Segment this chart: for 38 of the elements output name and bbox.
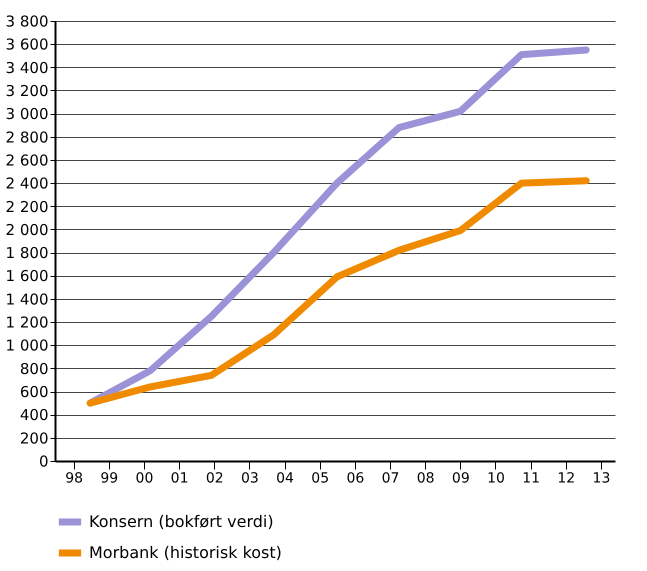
y-tick-label: 1 600 — [6, 267, 48, 286]
legend-label: Morbank (historisk kost) — [89, 543, 282, 562]
y-tick-label: 2 600 — [6, 151, 48, 170]
y-tick-label: 2 800 — [6, 128, 48, 146]
x-tick-label: 03 — [240, 470, 259, 486]
x-tick-label: 10 — [487, 470, 505, 486]
y-tick-label: 400 — [20, 406, 48, 424]
y-tick-label: 800 — [20, 360, 48, 378]
x-tick-label: 09 — [452, 470, 470, 486]
y-tick-label: 1 800 — [6, 244, 48, 262]
y-tick-label: 1 000 — [6, 336, 48, 355]
x-tick-label: 98 — [65, 470, 84, 486]
x-tick-label: 12 — [557, 470, 576, 486]
x-tick-label: 01 — [170, 470, 189, 486]
x-tick-label: 11 — [522, 470, 540, 486]
x-tick-label: 99 — [100, 470, 118, 486]
y-tick-label: 3 400 — [6, 58, 48, 77]
x-tick-label: 13 — [592, 470, 610, 486]
y-tick-label: 3 800 — [6, 12, 48, 30]
y-tick-label: 2 400 — [6, 174, 48, 193]
x-tick-label: 06 — [346, 470, 364, 486]
x-tick-label: 07 — [382, 470, 400, 486]
x-tick-label: 04 — [276, 470, 294, 486]
y-tick-label: 3 000 — [6, 105, 48, 124]
y-tick-label: 3 200 — [6, 82, 48, 100]
x-tick-label: 00 — [136, 470, 154, 486]
y-tick-label: 1 400 — [6, 290, 48, 308]
y-tick-label: 3 600 — [6, 36, 48, 54]
y-tick-label: 200 — [20, 429, 48, 448]
y-tick-label: 0 — [38, 452, 48, 470]
y-tick-label: 2 000 — [6, 220, 48, 239]
legend-label: Konsern (bokført verdi) — [89, 512, 274, 531]
y-tick-label: 2 200 — [6, 198, 48, 216]
y-tick-label: 600 — [20, 383, 48, 402]
y-tick-label: 1 200 — [6, 314, 48, 332]
x-tick-label: 02 — [206, 470, 224, 486]
x-tick-label: 05 — [311, 470, 330, 486]
x-tick-label: 08 — [416, 470, 435, 486]
